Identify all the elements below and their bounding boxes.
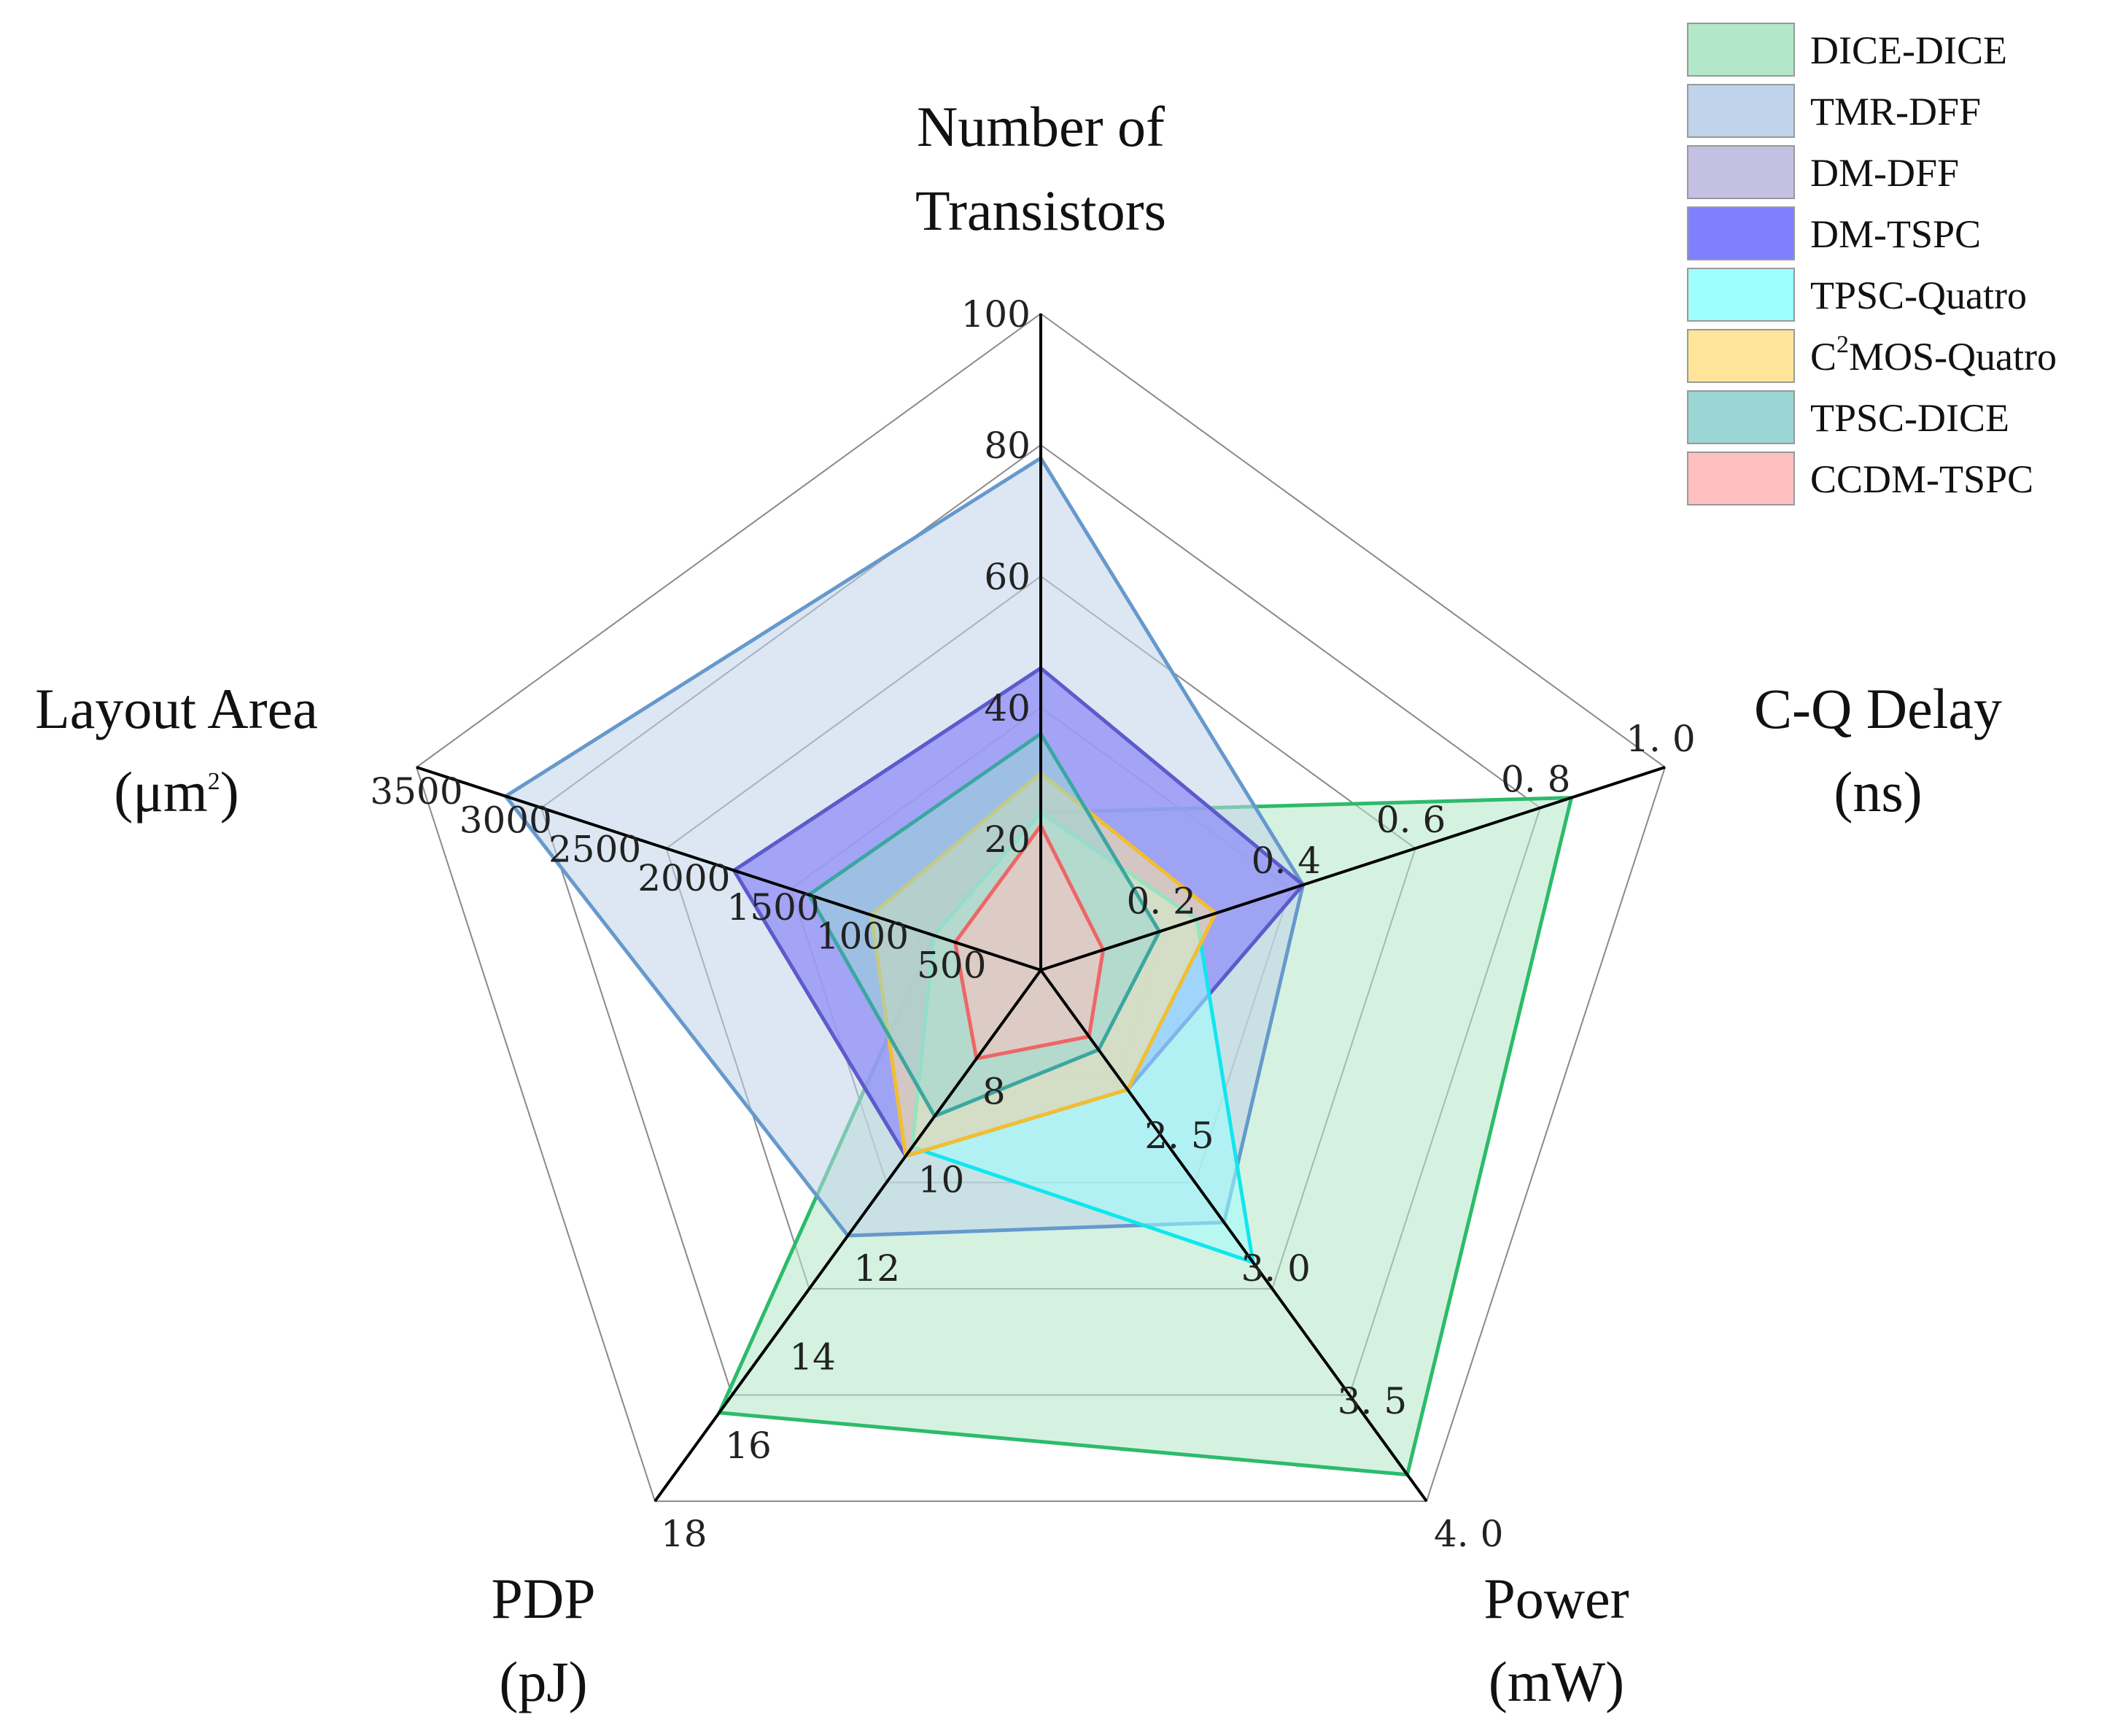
axis-title-area-unit-close: ) <box>220 760 239 824</box>
tick-label-power: 3. 0 <box>1241 1247 1311 1290</box>
axis-title-transistors-line1: Number of <box>917 95 1165 158</box>
axis-line-cq_delay <box>1040 765 1666 972</box>
legend-swatch-dm-tspc <box>1687 206 1795 260</box>
axis-title-power-line1: Power <box>1483 1567 1629 1630</box>
tick-label-pdp: 10 <box>918 1159 965 1201</box>
axis-title-cq-delay: C-Q Delay (ns) <box>1754 677 2002 824</box>
grid-ring-5 <box>415 312 1667 1503</box>
tick-label-pdp: 8 <box>982 1070 1006 1112</box>
legend-swatch-c2mos-quatro <box>1687 329 1795 383</box>
tick-label-power: 2. 5 <box>1144 1115 1214 1157</box>
radar-series <box>503 456 1574 1477</box>
tick-label-area: 1000 <box>816 915 909 958</box>
legend-label: TPSC-Quatro <box>1810 274 2027 317</box>
axis-line-pdp <box>653 969 1042 1503</box>
tick-label-area: 2500 <box>548 828 641 870</box>
legend-swatch-dice-dice <box>1687 23 1795 77</box>
radar-axes <box>416 314 1666 1503</box>
axis-title-area-unit-open: (μm <box>114 760 207 824</box>
axis-title-pdp: PDP (pJ) <box>491 1567 595 1713</box>
legend-label: C2MOS-Quatro <box>1810 331 2057 379</box>
tick-label-pdp: 14 <box>789 1336 836 1378</box>
legend-swatch-tpsc-quatro <box>1687 268 1795 322</box>
axis-title-transistors: Number of Transistors <box>915 95 1166 242</box>
axis-title-area-unit-sup: 2 <box>208 768 220 795</box>
axis-line-power <box>1039 969 1428 1503</box>
axis-title-power-line2: (mW) <box>1489 1650 1624 1713</box>
series-ccdm-tspc <box>953 824 1106 1061</box>
legend-label: DM-DFF <box>1810 151 1959 195</box>
tick-label-power: 4. 0 <box>1434 1513 1503 1555</box>
tick-label-cq_delay: 1. 0 <box>1626 718 1695 760</box>
tick-label-area: 2000 <box>637 857 730 899</box>
tick-label-cq_delay: 0. 4 <box>1252 840 1321 882</box>
axis-title-pdp-line1: PDP <box>491 1567 595 1630</box>
radar-tick-labels: 20 40 60 80 100 0. 2 0. 4 0. 6 0. 8 1. 0 2. 5 3. 0 3… <box>370 293 1695 1555</box>
tick-label-cq_delay: 0. 6 <box>1376 799 1446 841</box>
axis-line-area <box>416 765 1041 972</box>
legend-swatch-tmr-dff <box>1687 84 1795 138</box>
legend-swatch-ccdm-tspc <box>1687 452 1795 505</box>
axis-title-transistors-line2: Transistors <box>915 179 1166 242</box>
axis-title-area-line2: (μm2) <box>114 760 238 824</box>
tick-label-area: 3000 <box>459 799 552 842</box>
legend: DICE-DICE TMR-DFF DM-DFF DM-TSPC TPSC-Quatro… <box>1687 23 2057 505</box>
axis-title-pdp-line2: (pJ) <box>499 1650 587 1713</box>
tick-label-cq_delay: 0. 8 <box>1501 759 1570 801</box>
tick-label-pdp: 16 <box>725 1425 772 1467</box>
tick-label-power: 3. 5 <box>1338 1380 1407 1422</box>
axis-title-cq-delay-line1: C-Q Delay <box>1754 677 2002 740</box>
tick-label-area: 500 <box>917 944 986 986</box>
tick-label-transistors: 80 <box>984 425 1031 467</box>
legend-swatch-tpsc-dice <box>1687 390 1795 444</box>
legend-label: CCDM-TSPC <box>1810 457 2033 501</box>
tick-label-pdp: 18 <box>661 1513 707 1555</box>
tick-label-transistors: 20 <box>984 818 1031 861</box>
axis-title-power: Power (mW) <box>1483 1567 1629 1713</box>
axis-title-cq-delay-line2: (ns) <box>1834 760 1922 824</box>
tick-label-transistors: 40 <box>984 687 1031 729</box>
axis-title-area-line1: Layout Area <box>35 677 318 740</box>
legend-label: DICE-DICE <box>1810 28 2007 72</box>
tick-label-transistors: 60 <box>984 556 1031 598</box>
legend-swatch-dm-dff <box>1687 145 1795 199</box>
legend-label: TMR-DFF <box>1810 90 1981 133</box>
legend-label: DM-TSPC <box>1810 212 1981 256</box>
legend-label: TPSC-DICE <box>1810 396 2009 440</box>
tick-label-area: 3500 <box>370 770 462 813</box>
tick-label-area: 1500 <box>727 886 820 929</box>
tick-label-cq_delay: 0. 2 <box>1126 880 1195 922</box>
tick-label-transistors: 100 <box>961 293 1031 336</box>
tick-label-pdp: 12 <box>853 1247 900 1290</box>
axis-title-layout-area: Layout Area (μm2) <box>35 677 318 824</box>
